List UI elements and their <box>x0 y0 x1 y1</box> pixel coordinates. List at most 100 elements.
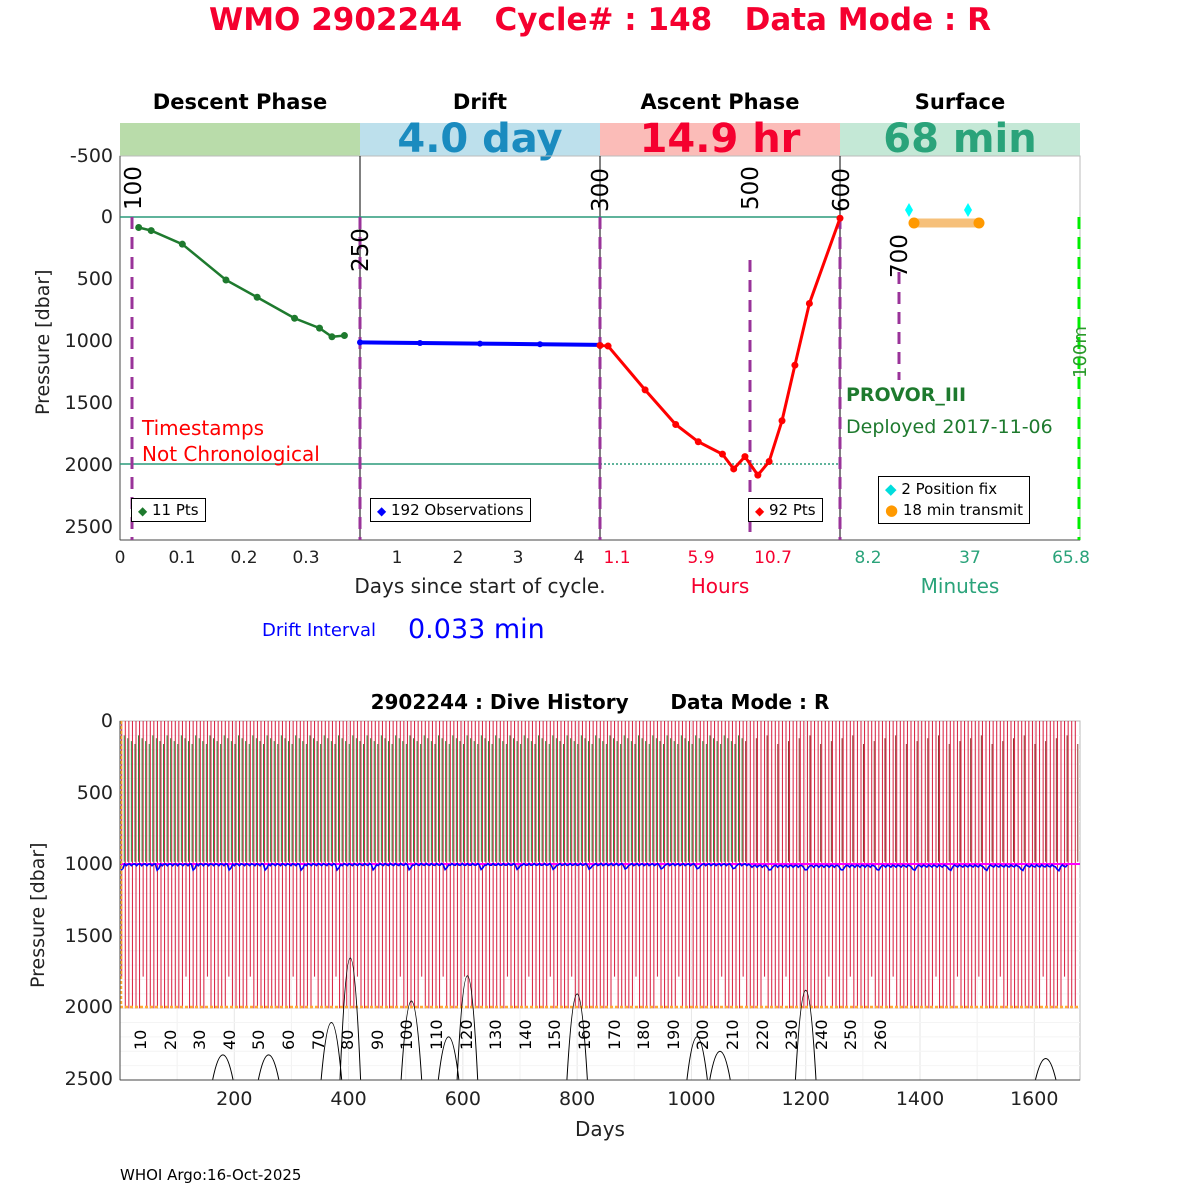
legend-descent-label: 11 Pts <box>152 501 199 519</box>
bottom-xtick-200: 200 <box>216 1088 253 1110</box>
cycle-label-70: 70 <box>308 1029 328 1050</box>
legend-drift-marker: ◆ <box>377 504 387 518</box>
ascent-point <box>836 214 844 222</box>
legend-descent: ◆ 11 Pts <box>131 498 206 522</box>
band-ascent <box>600 123 840 156</box>
bottom-xtick-1600: 1600 <box>1010 1088 1059 1110</box>
phase-title-descent: Descent Phase <box>152 90 328 114</box>
drift-xtick-4: 4 <box>573 548 585 568</box>
band-surface <box>840 123 1080 156</box>
footer-credit: WHOI Argo:16-Oct-2025 <box>120 1166 302 1184</box>
bottom-ytick-500: 500 <box>76 782 113 804</box>
surface-duration: 68 min <box>883 116 1037 162</box>
descent-point <box>222 276 230 284</box>
main-title: WMO 2902244 Cycle# : 148 Data Mode : R <box>209 2 991 38</box>
cycle-label-160: 160 <box>575 1019 594 1050</box>
bottom-x-axis-label: Days <box>575 1117 625 1141</box>
bottom-xtick-1000: 1000 <box>667 1088 716 1110</box>
drift-xtick-1: 1 <box>391 548 403 568</box>
cycle-label-80: 80 <box>338 1029 358 1050</box>
dive-history-title: 2902244 : Dive History Data Mode : R <box>370 690 830 714</box>
cycle-label-130: 130 <box>486 1019 506 1050</box>
phase-title-ascent: Ascent Phase <box>640 90 800 114</box>
legend-drift: ◆ 192 Observations <box>370 498 531 522</box>
bottom-ytick-0: 0 <box>100 710 113 732</box>
drift-xtick-3: 3 <box>512 548 524 568</box>
cycle-label-260: 260 <box>871 1019 890 1050</box>
ascent-xtick-10.7: 10.7 <box>754 548 792 568</box>
top-ytick-2000: 2000 <box>64 454 113 476</box>
band-descent <box>120 123 360 156</box>
bottom-ytick-2000: 2000 <box>64 996 113 1018</box>
x-axis-label-hours: Hours <box>690 574 750 598</box>
top-ytick-1000: 1000 <box>64 330 113 352</box>
cycle-label-220: 220 <box>752 1019 772 1050</box>
transmit-end-point <box>973 217 985 229</box>
warning-line1: Timestamps <box>142 416 265 440</box>
drift-interval-label: Drift Interval <box>262 620 376 641</box>
cycle-label-210: 210 <box>723 1019 742 1050</box>
bottom-xtick-400: 400 <box>330 1088 367 1110</box>
descent-xtick-0: 0 <box>114 548 126 568</box>
top-ytick-500: 500 <box>76 268 113 290</box>
drift-interval-value: 0.033 min <box>408 614 545 645</box>
surface-xtick-65.8: 65.8 <box>1052 548 1090 568</box>
ascent-point <box>791 361 799 369</box>
ascent-point <box>718 450 726 458</box>
cycle-label-250: 250 <box>841 1019 861 1050</box>
legend-fix-label: 2 Position fix <box>901 480 998 498</box>
surface-xtick-8.2: 8.2 <box>854 548 882 568</box>
cycle-label-200: 200 <box>693 1019 713 1050</box>
legend-ascent: ◆ 92 Pts <box>748 498 823 522</box>
cycle-label-170: 170 <box>604 1019 624 1050</box>
descent-point <box>328 333 336 341</box>
descent-point <box>340 332 348 340</box>
top-ytick-1500: 1500 <box>64 392 113 414</box>
descent-xtick-0.2: 0.2 <box>230 548 258 568</box>
bottom-ytick-2500: 2500 <box>64 1068 113 1090</box>
ascent-point <box>778 417 786 425</box>
ascent-duration: 14.9 hr <box>639 116 801 162</box>
bottom-xtick-800: 800 <box>559 1088 596 1110</box>
descent-point <box>253 293 261 301</box>
top-ytick-0: 0 <box>100 206 113 228</box>
bathymetry-trace <box>212 957 1057 1081</box>
ascent-point <box>805 299 813 307</box>
cycle-label-40: 40 <box>219 1029 239 1050</box>
cycle-label-100: 100 <box>397 1019 417 1050</box>
ascent-point <box>672 420 680 428</box>
transmit-start-point <box>908 217 920 229</box>
ascent-xtick-5.9: 5.9 <box>687 548 715 568</box>
cycle-label-140: 140 <box>515 1019 535 1050</box>
surface-xtick-37: 37 <box>959 548 981 568</box>
x-axis-label-minutes: Minutes <box>920 574 1000 598</box>
cycle-label-240: 240 <box>811 1019 831 1050</box>
phase-title-drift: Drift <box>452 90 508 114</box>
descent-point <box>135 223 143 231</box>
cycle-label-60: 60 <box>279 1029 298 1050</box>
legend-descent-marker: ◆ <box>138 504 148 518</box>
legend-surface-row1: ◆ 2 Position fix <box>885 479 1023 500</box>
bottom-xtick-600: 600 <box>444 1088 481 1110</box>
position-fix-2 <box>964 203 972 217</box>
descent-lines-green <box>123 735 1079 862</box>
cycle-label-20: 20 <box>160 1029 180 1050</box>
band-drift <box>360 123 600 156</box>
legend-drift-label: 192 Observations <box>391 501 524 519</box>
legend-surface: ◆ 2 Position fix ● 18 min transmit <box>878 476 1031 524</box>
bottom-ytick-1000: 1000 <box>64 853 113 875</box>
descent-point <box>147 227 155 235</box>
phase-title-surface: Surface <box>914 90 1006 114</box>
cycle-label-10: 10 <box>131 1029 150 1050</box>
drift-point <box>537 341 543 348</box>
cycle-label-230: 230 <box>782 1019 802 1050</box>
ascent-point <box>741 453 749 461</box>
top-ytick-neg500: -500 <box>69 145 113 167</box>
bottom-xtick-1400: 1400 <box>895 1088 945 1110</box>
legend-fix-marker: ◆ <box>885 480 897 498</box>
ascent-point <box>694 438 702 446</box>
legend-transmit-marker: ● <box>885 501 899 519</box>
descent-point <box>291 314 299 322</box>
ascent-point <box>604 342 612 350</box>
